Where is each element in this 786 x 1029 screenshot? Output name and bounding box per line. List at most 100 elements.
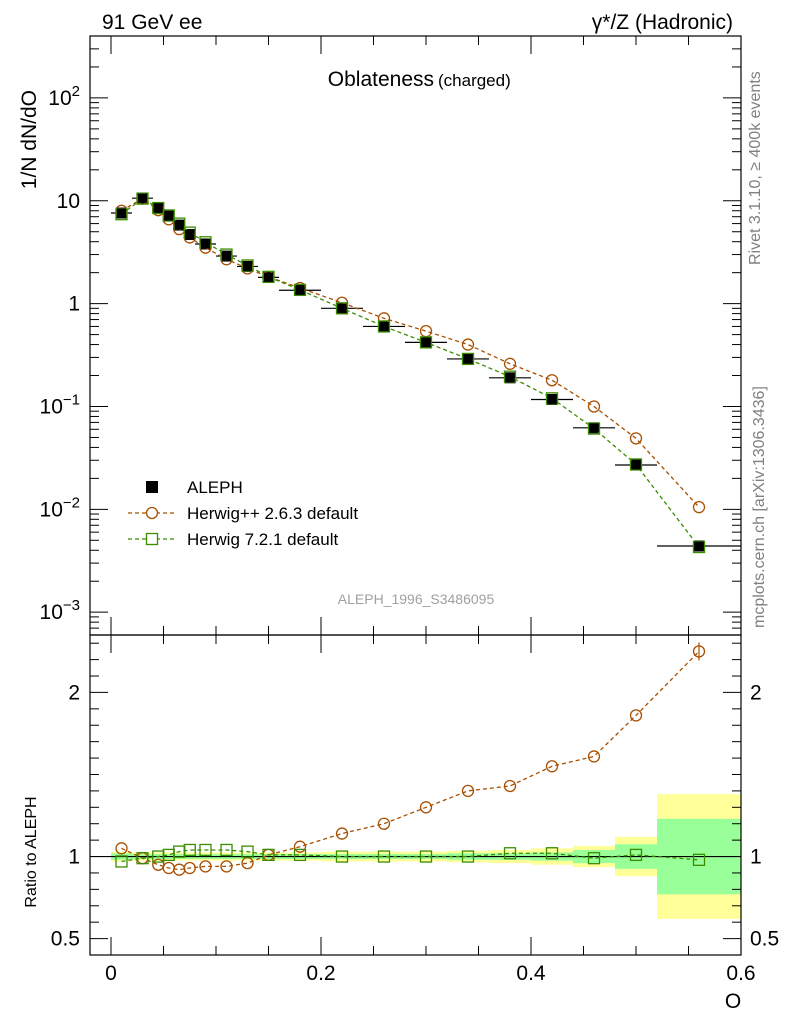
herwig7-point [335, 302, 349, 315]
main-y-tick-label-exponent: 2 [72, 83, 80, 100]
herwig7-point [419, 336, 433, 349]
aleph-data-point-overlay [153, 203, 163, 213]
main-y-tick-label: 10−3 [40, 597, 80, 624]
ratio-herwig7-point [461, 850, 475, 863]
herwigpp-series-line [121, 197, 700, 508]
ratio-herwigpp-point [629, 709, 643, 722]
ratio-herwigpp-point [377, 817, 391, 830]
aleph-data-point-overlay [164, 211, 174, 221]
legend-aleph-marker [146, 481, 158, 493]
herwigpp-point [545, 374, 559, 387]
herwig7-point [262, 270, 275, 284]
herwig7-point [629, 458, 643, 471]
ratio-herwig7-point [629, 848, 643, 862]
herwig7-point [152, 201, 165, 215]
main-y-tick-label-base: 10 [40, 498, 63, 521]
main-y-tick-label-exponent: −2 [63, 494, 80, 511]
legend-herwigpp-label: Herwig++ 2.6.3 default [187, 504, 358, 523]
ratio-herwig7-point [587, 852, 601, 865]
herwigpp-point [503, 357, 517, 370]
ratio-herwigpp-point [115, 842, 128, 855]
herwig7-point [162, 209, 175, 222]
aleph-data-point-overlay [463, 354, 473, 364]
main-y-axis-label: 1/N dN/dO [18, 90, 41, 189]
header-energy-label: 91 GeV ee [102, 11, 202, 34]
ratio-x-tick-label: 0.2 [306, 962, 335, 985]
herwigpp-point [692, 501, 706, 514]
herwig7-point [377, 320, 391, 333]
legend-herwigpp-marker [145, 506, 159, 520]
ratio-y-tick-label-left: 1 [68, 846, 80, 869]
herwigpp-point [629, 432, 643, 445]
aleph-data-point-overlay [631, 460, 641, 470]
ratio-herwig7-point [220, 843, 233, 857]
herwigpp-point [419, 325, 433, 338]
legend-herwig7-label: Herwig 7.2.1 default [187, 530, 338, 549]
main-y-tick-label: 10−2 [40, 494, 80, 521]
aleph-data-point-overlay [547, 394, 557, 404]
ratio-herwigpp-point [692, 645, 706, 658]
ratio-plot-panel: 0.5 0.5 1 1 2 2 0 0.2 0.4 0.6 Ratio to ALEPH O [23, 634, 779, 1013]
ratio-herwig7-point [377, 850, 391, 863]
ratio-herwigpp-point [293, 840, 307, 853]
ratio-y-axis-label: Ratio to ALEPH [23, 796, 40, 907]
main-y-tick-label-base: 1 [68, 293, 80, 316]
herwig7-point [136, 192, 149, 205]
ratio-x-tick-label: 0 [105, 962, 117, 985]
aleph-data-point-overlay [295, 285, 305, 295]
legend: ALEPH Herwig++ 2.6.3 default Herwig 7.2.… [128, 478, 358, 549]
ratio-herwig7-point [183, 843, 196, 857]
aleph-data-point-overlay [117, 208, 126, 218]
main-y-tick-label-exponent: −3 [63, 597, 80, 614]
ratio-y-tick-label-right: 2 [750, 681, 762, 704]
header-process-label: γ*/Z (Hadronic) [592, 11, 733, 34]
ratio-herwigpp-point [545, 760, 559, 773]
main-y-tick-label: 1 [68, 293, 80, 316]
herwig7-point [461, 352, 475, 366]
ratio-herwig7-point [503, 847, 517, 860]
ratio-herwig7-point [692, 853, 706, 866]
plot-title: Oblateness [328, 68, 434, 91]
aleph-data-point-overlay [174, 220, 184, 230]
ratio-herwig7-point [199, 843, 212, 857]
ratio-plot-frame [89, 634, 742, 956]
ratio-herwig7-line [121, 849, 700, 863]
aleph-data-point-overlay [337, 303, 347, 313]
ratio-herwig7-point [241, 845, 254, 858]
herwigpp-point [587, 400, 601, 413]
ratio-herwigpp-point [199, 860, 212, 873]
main-y-tick-label-base: 10 [57, 190, 80, 213]
ratio-herwigpp-point [152, 858, 165, 871]
analysis-watermark: ALEPH_1996_S3486095 [338, 591, 495, 607]
herwig7-point [293, 283, 307, 297]
aleph-data-point-overlay [201, 239, 210, 249]
ratio-y-tick-label-left: 2 [68, 681, 80, 704]
aleph-data-point-overlay [421, 337, 431, 347]
herwig7-point [587, 422, 601, 435]
herwigpp-point [461, 338, 475, 351]
x-axis-label: O [725, 990, 741, 1013]
aleph-data-point-overlay [138, 193, 147, 203]
ratio-y-tick-label-right: 0.5 [750, 928, 779, 951]
legend-aleph-label: ALEPH [187, 478, 243, 497]
ratio-herwig7-point [419, 850, 433, 863]
main-y-tick-label-base: 10 [40, 601, 63, 624]
aleph-data-point-overlay [694, 541, 704, 551]
mcplots-reference-label: mcplots.cern.ch [arXiv:1306.3436] [751, 386, 768, 628]
ratio-herwigpp-point [335, 827, 349, 840]
ratio-herwig7-point [136, 852, 149, 865]
herwig7-point [241, 259, 254, 272]
ratio-x-tick-label: 0.4 [516, 962, 546, 985]
aleph-data-point-overlay [264, 272, 273, 282]
main-y-tick-label: 10 [57, 190, 80, 213]
ratio-herwigpp-line [121, 650, 700, 871]
ratio-herwig7-point [335, 850, 349, 863]
ratio-herwig7-point [545, 847, 559, 860]
ratio-herwigpp-point [419, 801, 433, 814]
aleph-data-point-overlay [243, 261, 252, 271]
ratio-herwigpp-point [503, 779, 517, 793]
aleph-data-point-overlay [379, 321, 389, 331]
legend-herwig7-marker [145, 532, 159, 546]
ratio-herwigpp-point [587, 750, 601, 763]
ratio-x-tick-label: 0.6 [726, 962, 755, 985]
